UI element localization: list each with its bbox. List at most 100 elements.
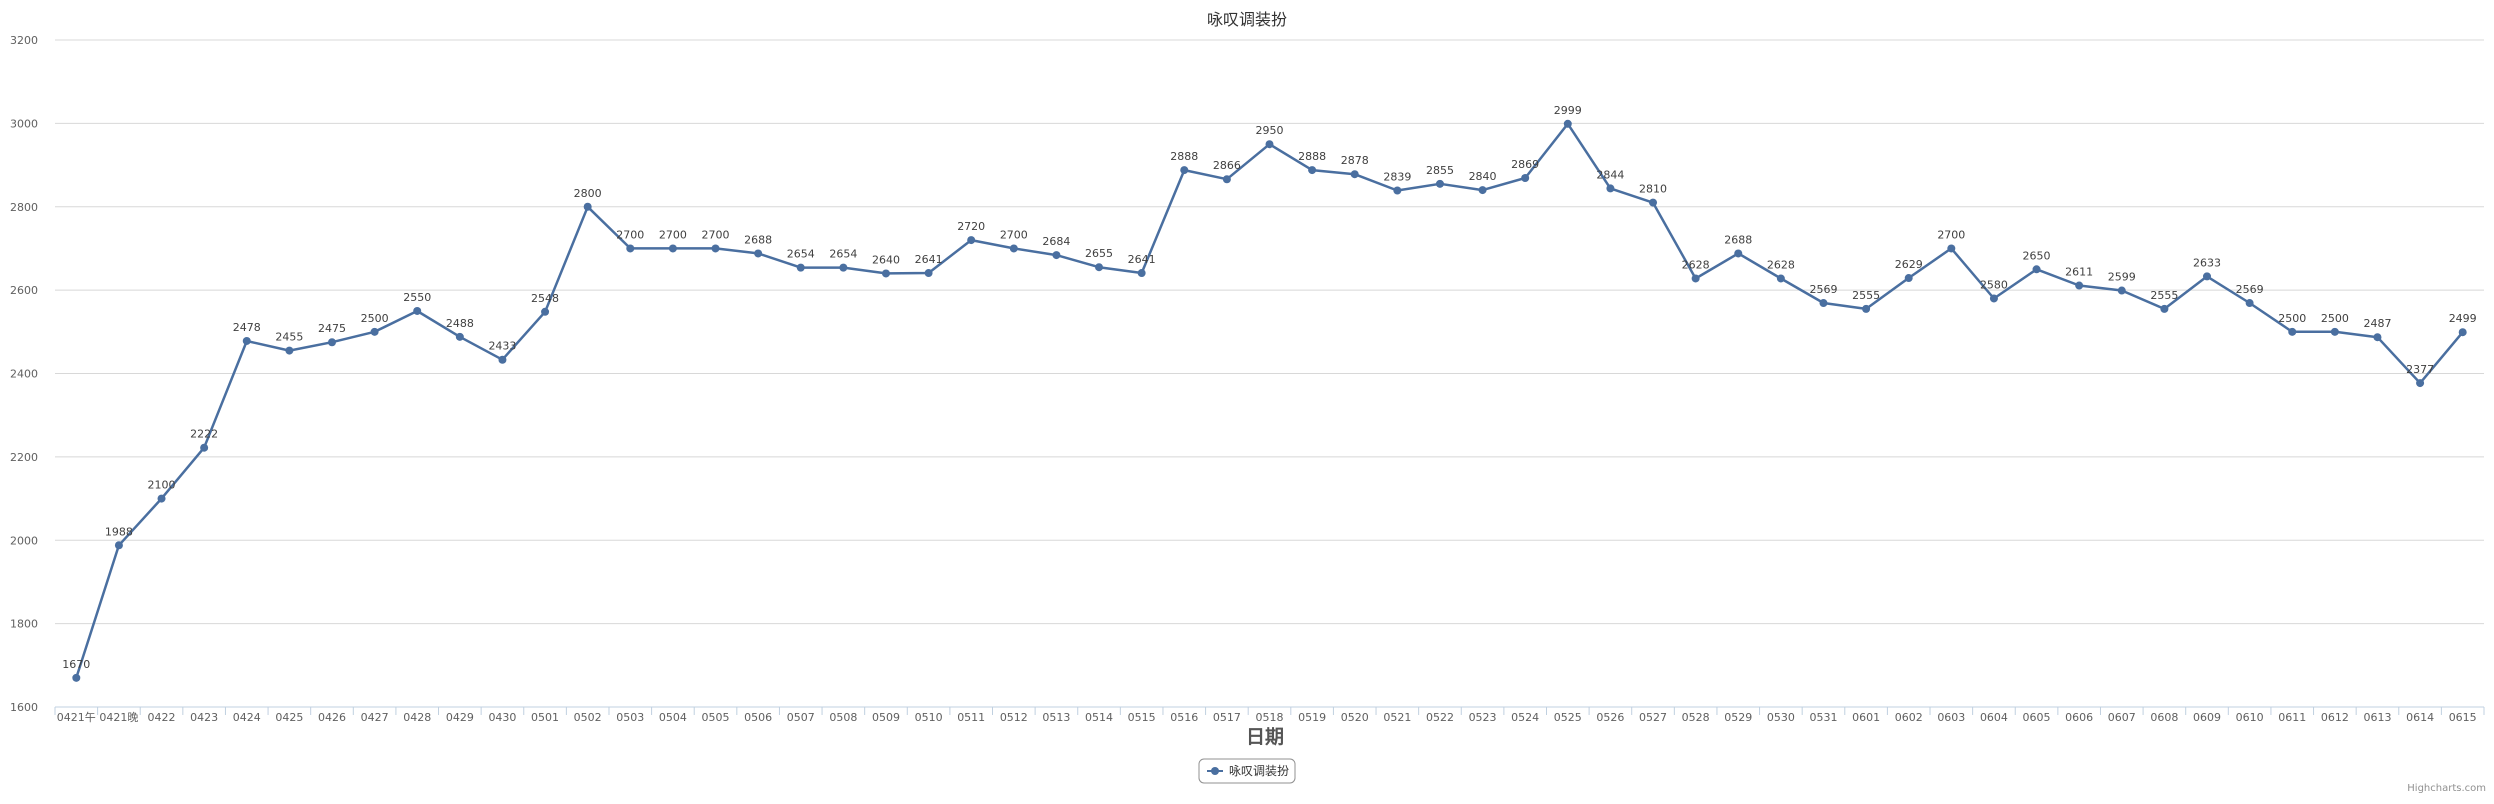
data-point: [2245, 299, 2254, 308]
data-point: [1691, 274, 1700, 283]
data-label: 2839: [1383, 170, 1411, 183]
x-tick-label: 0423: [190, 711, 218, 724]
data-label: 2550: [403, 291, 431, 304]
data-point: [1393, 186, 1402, 195]
x-tick-label: 0520: [1341, 711, 1369, 724]
data-point: [626, 244, 635, 253]
x-tick-label: 0611: [2278, 711, 2306, 724]
data-point: [1904, 274, 1913, 283]
data-point: [1776, 274, 1785, 283]
data-point: [1606, 184, 1615, 193]
data-label: 2569: [2236, 283, 2264, 296]
data-label: 2100: [148, 479, 176, 492]
data-point: [1435, 179, 1444, 188]
data-label: 2684: [1042, 235, 1070, 248]
data-point: [1478, 186, 1487, 195]
data-label: 2888: [1298, 150, 1326, 163]
data-label: 2840: [1469, 170, 1497, 183]
data-label: 2700: [659, 228, 687, 241]
x-tick-label: 0501: [531, 711, 559, 724]
x-tick-label: 0428: [403, 711, 431, 724]
data-label: 2641: [1128, 253, 1156, 266]
y-tick-label: 2000: [10, 534, 38, 547]
x-tick-label: 0615: [2449, 711, 2477, 724]
data-point: [114, 541, 123, 550]
x-tick-label: 0511: [957, 711, 985, 724]
x-tick-label: 0506: [744, 711, 772, 724]
legend[interactable]: 咏叹调装扮: [1198, 758, 1296, 784]
data-point: [1095, 263, 1104, 272]
data-point: [583, 202, 592, 211]
data-point: [2075, 281, 2084, 290]
x-tick-label: 0524: [1511, 711, 1539, 724]
y-tick-label: 2600: [10, 284, 38, 297]
data-point: [1350, 170, 1359, 179]
x-tick-label: 0425: [275, 711, 303, 724]
credits-link[interactable]: Highcharts.com: [2407, 783, 2486, 794]
data-point: [498, 355, 507, 364]
chart-title: 咏叹调装扮: [1207, 10, 1287, 29]
data-point: [157, 494, 166, 503]
data-point: [2373, 333, 2382, 342]
x-tick-label: 0515: [1128, 711, 1156, 724]
x-tick-label: 0529: [1724, 711, 1752, 724]
y-tick-label: 2400: [10, 368, 38, 381]
data-point: [1222, 175, 1231, 184]
data-point: [242, 336, 251, 345]
data-label: 2720: [957, 220, 985, 233]
y-gridlines: [55, 39, 2484, 708]
data-label: 2654: [787, 248, 815, 261]
data-label: 2866: [1213, 159, 1241, 172]
x-tick-label: 0514: [1085, 711, 1113, 724]
x-tick-label: 0505: [702, 711, 730, 724]
data-point: [285, 346, 294, 355]
x-tick-label: 0605: [2023, 711, 2051, 724]
y-tick-label: 3200: [10, 34, 38, 47]
data-point: [413, 306, 422, 315]
x-tick-label: 0614: [2406, 711, 2434, 724]
y-tick-label: 2200: [10, 451, 38, 464]
data-point: [1265, 140, 1274, 149]
data-point: [967, 236, 976, 245]
data-label: 2855: [1426, 164, 1454, 177]
data-label: 2641: [915, 253, 943, 266]
x-tick-label: 0604: [1980, 711, 2008, 724]
x-tick-label: 0530: [1767, 711, 1795, 724]
data-point: [1649, 198, 1658, 207]
data-label: 2611: [2065, 266, 2093, 279]
data-point: [1137, 269, 1146, 278]
y-tick-label: 3000: [10, 117, 38, 130]
x-tick-label: 0516: [1170, 711, 1198, 724]
data-point: [924, 269, 933, 278]
data-label: 2580: [1980, 278, 2008, 291]
data-point: [2416, 379, 2425, 388]
data-label: 2655: [1085, 247, 1113, 260]
data-point: [1819, 299, 1828, 308]
data-label: 2700: [1937, 228, 1965, 241]
data-point: [2203, 272, 2212, 281]
x-tick-label: 0526: [1596, 711, 1624, 724]
data-label: 1988: [105, 525, 133, 538]
x-tick-label: 0521: [1383, 711, 1411, 724]
data-label: 2654: [829, 248, 857, 261]
data-point: [1052, 251, 1061, 260]
x-tick-label: 0507: [787, 711, 815, 724]
x-tick-label: 0426: [318, 711, 346, 724]
x-tick-label: 0609: [2193, 711, 2221, 724]
data-label: 2650: [2023, 249, 2051, 262]
data-point: [1563, 119, 1572, 128]
x-tick-label: 0422: [148, 711, 176, 724]
data-label: 2810: [1639, 183, 1667, 196]
x-tick-label: 0421午: [57, 711, 96, 724]
data-label: 2377: [2406, 363, 2434, 376]
data-label: 2500: [2278, 312, 2306, 325]
data-label: 2844: [1596, 168, 1624, 181]
data-point: [2330, 327, 2339, 336]
data-point: [1009, 244, 1018, 253]
data-label: 2478: [233, 321, 261, 334]
y-tick-label: 2800: [10, 201, 38, 214]
data-point: [1308, 166, 1317, 175]
x-tick-label: 0503: [616, 711, 644, 724]
